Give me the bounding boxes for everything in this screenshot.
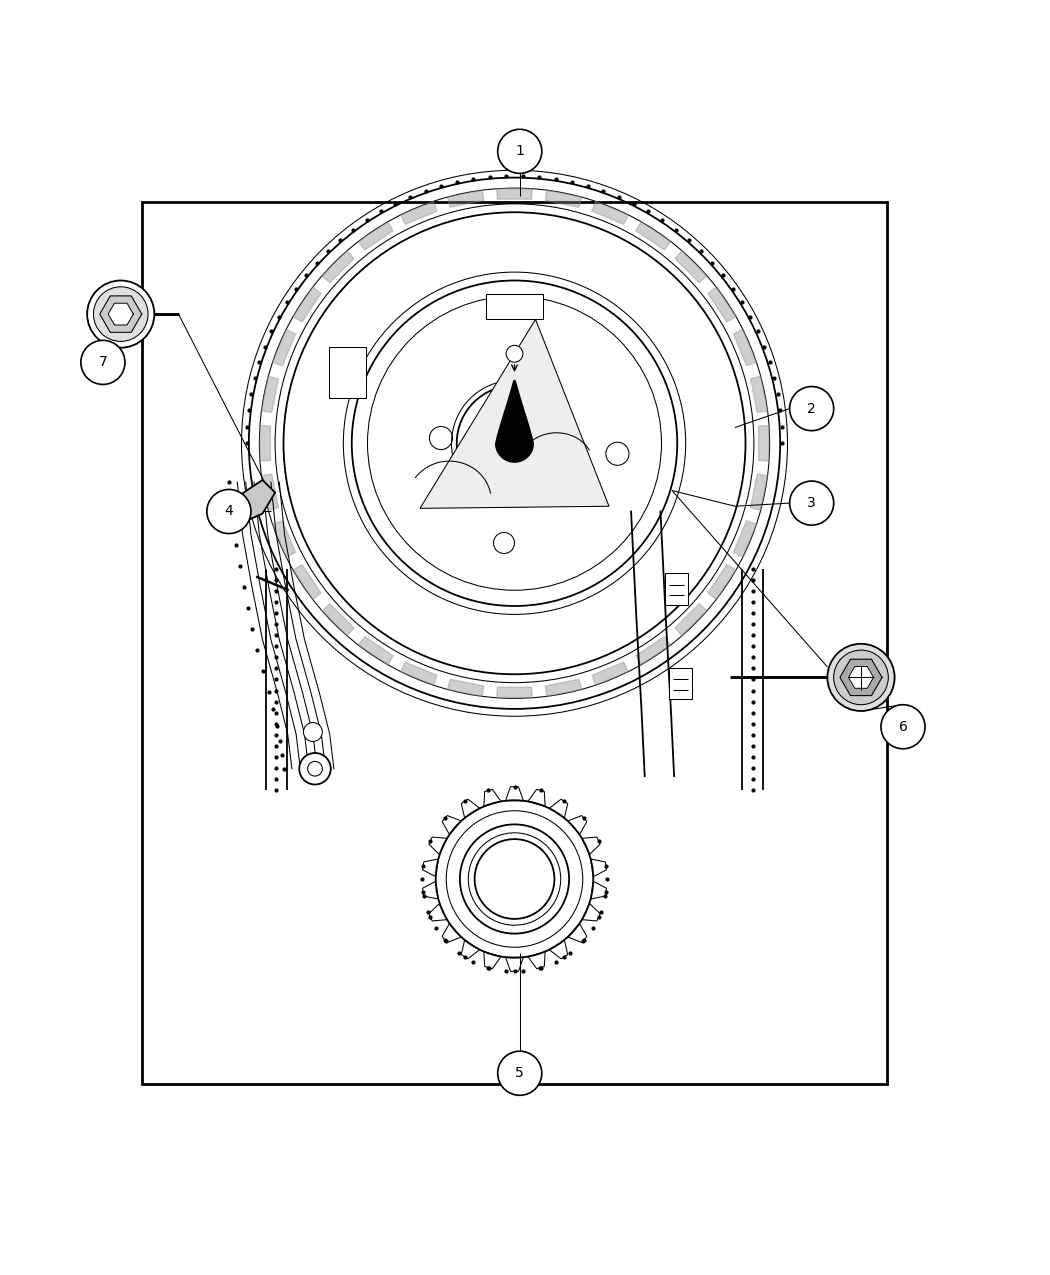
Polygon shape (636, 636, 671, 664)
Polygon shape (420, 319, 609, 509)
Polygon shape (497, 189, 532, 199)
FancyBboxPatch shape (669, 668, 692, 700)
Circle shape (93, 287, 148, 342)
Polygon shape (229, 479, 275, 521)
Circle shape (299, 754, 331, 784)
Circle shape (498, 1051, 542, 1095)
Polygon shape (358, 222, 393, 250)
Polygon shape (322, 604, 354, 636)
Polygon shape (108, 303, 133, 325)
Polygon shape (675, 604, 707, 636)
Polygon shape (358, 636, 393, 664)
Polygon shape (734, 521, 756, 557)
Circle shape (87, 280, 154, 348)
Polygon shape (293, 565, 321, 599)
Circle shape (498, 129, 542, 173)
Polygon shape (273, 521, 295, 557)
Circle shape (81, 340, 125, 385)
Polygon shape (261, 474, 278, 510)
Polygon shape (592, 201, 628, 224)
Polygon shape (447, 190, 484, 208)
Polygon shape (545, 680, 582, 696)
Polygon shape (497, 687, 532, 697)
FancyBboxPatch shape (329, 347, 366, 398)
Polygon shape (401, 201, 437, 224)
Polygon shape (708, 287, 736, 321)
Circle shape (790, 386, 834, 431)
Polygon shape (751, 474, 768, 510)
Text: 3: 3 (807, 496, 816, 510)
Circle shape (207, 490, 251, 533)
Circle shape (881, 705, 925, 748)
FancyBboxPatch shape (486, 295, 543, 319)
Polygon shape (447, 680, 484, 696)
FancyBboxPatch shape (665, 574, 688, 604)
Polygon shape (273, 329, 295, 366)
Circle shape (827, 644, 895, 711)
Polygon shape (734, 329, 756, 366)
Polygon shape (322, 251, 354, 283)
Circle shape (790, 481, 834, 525)
Circle shape (303, 723, 322, 742)
Polygon shape (636, 222, 671, 250)
Bar (142, 201, 887, 1084)
Polygon shape (261, 376, 278, 412)
Polygon shape (751, 376, 768, 412)
Polygon shape (260, 426, 271, 462)
Text: 1: 1 (516, 144, 524, 158)
Polygon shape (545, 190, 582, 208)
Polygon shape (848, 667, 874, 689)
Polygon shape (675, 251, 707, 283)
Polygon shape (293, 287, 321, 321)
Polygon shape (758, 426, 769, 462)
Polygon shape (840, 659, 882, 696)
Polygon shape (401, 662, 437, 685)
Circle shape (834, 650, 888, 705)
Polygon shape (708, 565, 736, 599)
Polygon shape (496, 380, 533, 462)
Text: 4: 4 (225, 505, 233, 519)
Text: 5: 5 (516, 1066, 524, 1080)
Polygon shape (100, 296, 142, 333)
Text: 7: 7 (99, 356, 107, 370)
Circle shape (506, 346, 523, 362)
Polygon shape (592, 662, 628, 685)
Text: 2: 2 (807, 402, 816, 416)
Text: 6: 6 (899, 720, 907, 733)
